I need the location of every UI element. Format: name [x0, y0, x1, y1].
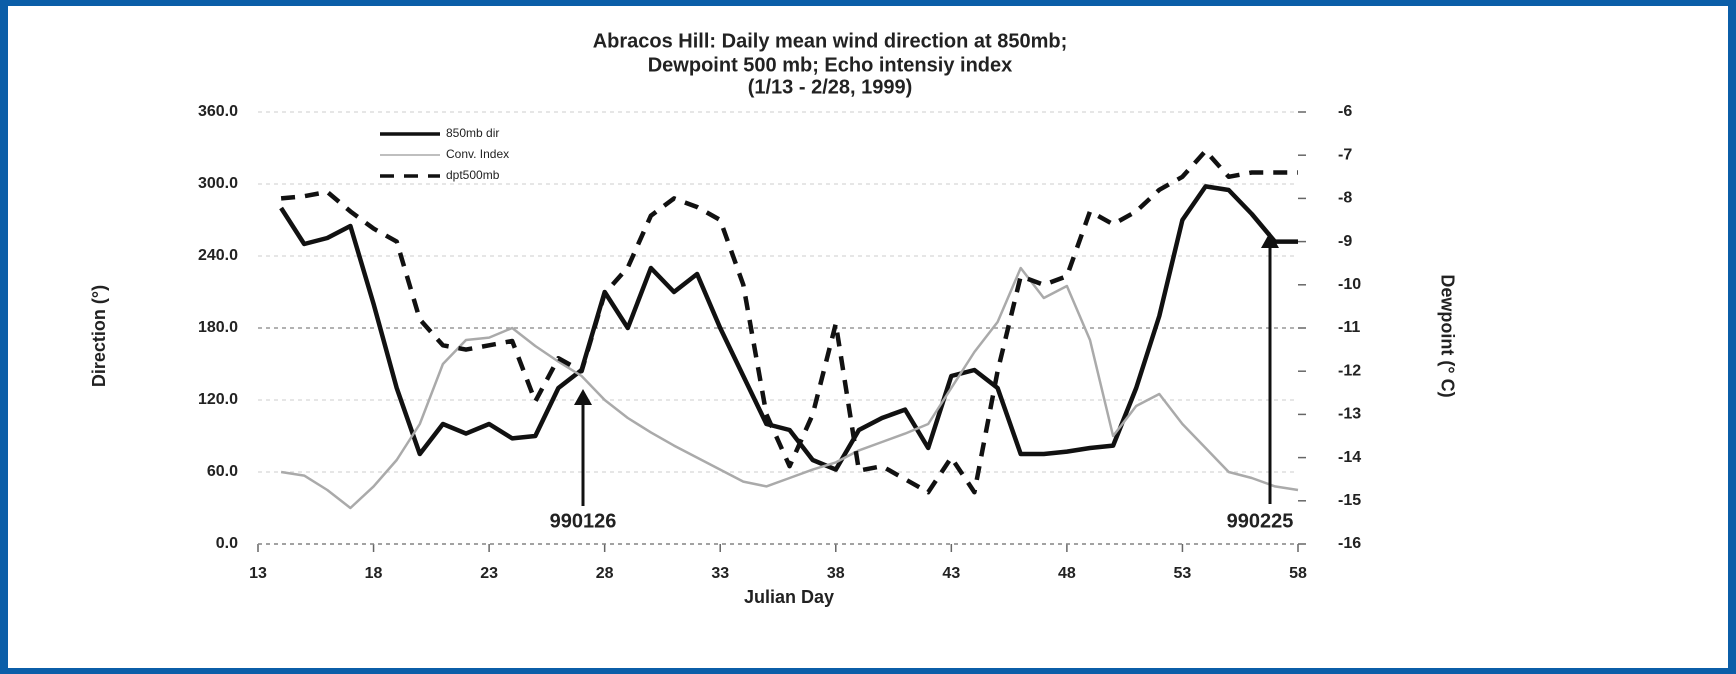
- chart-title: Dewpoint 500 mb; Echo intensiy index: [648, 54, 1013, 76]
- annotation-arrowhead: [1261, 232, 1279, 248]
- x-tick-label: 53: [1174, 565, 1192, 582]
- annotation: 990126: [550, 510, 617, 532]
- series-line: [279, 184, 1298, 472]
- y-tick-label: 60.0: [207, 463, 238, 480]
- x-tick-label: 58: [1289, 565, 1307, 582]
- x-axis-label: Julian Day: [744, 587, 834, 607]
- y2-tick-label: -10: [1338, 276, 1361, 293]
- y-axis-label: Direction (°): [89, 285, 109, 387]
- chart-title: (1/13 - 2/28, 1999): [748, 76, 913, 98]
- legend-label: 850mb dir: [446, 126, 499, 140]
- y2-tick-label: -9: [1338, 233, 1352, 250]
- y-tick-label: 300.0: [198, 175, 238, 192]
- legend-label: Conv. Index: [446, 147, 509, 161]
- x-tick-label: 43: [942, 565, 960, 582]
- chart-title: Abracos Hill: Daily mean wind direction …: [593, 30, 1068, 52]
- x-tick-label: 38: [827, 565, 845, 582]
- y-tick-label: 120.0: [198, 391, 238, 408]
- x-tick-label: 28: [596, 565, 614, 582]
- legend-label: dpt500mb: [446, 168, 500, 182]
- chart: Abracos Hill: Daily mean wind direction …: [89, 30, 1458, 607]
- annotation: 990225: [1227, 510, 1294, 532]
- y2-tick-label: -8: [1338, 190, 1352, 207]
- y2-tick-label: -14: [1338, 449, 1361, 466]
- y-tick-label: 360.0: [198, 103, 238, 120]
- y2-tick-label: -7: [1338, 146, 1352, 163]
- y-tick-label: 240.0: [198, 247, 238, 264]
- y-tick-label: 180.0: [198, 319, 238, 336]
- x-tick-label: 23: [480, 565, 498, 582]
- y2-tick-label: -16: [1338, 535, 1361, 552]
- annotation-arrowhead: [574, 389, 592, 405]
- y2-tick-label: -13: [1338, 406, 1361, 423]
- series-line: [280, 148, 1298, 495]
- y2-tick-label: -11: [1338, 319, 1360, 336]
- y2-axis-label: Dewpoint (° C): [1437, 274, 1457, 397]
- y2-tick-label: -15: [1338, 492, 1361, 509]
- x-tick-label: 48: [1058, 565, 1076, 582]
- x-tick-label: 13: [249, 565, 267, 582]
- y2-tick-label: -12: [1338, 362, 1361, 379]
- x-tick-label: 18: [365, 565, 383, 582]
- x-tick-label: 33: [711, 565, 729, 582]
- series-line: [280, 266, 1299, 510]
- frame: Abracos Hill: Daily mean wind direction …: [8, 6, 1728, 668]
- y2-tick-label: -6: [1338, 103, 1352, 120]
- y-tick-label: 0.0: [216, 535, 238, 552]
